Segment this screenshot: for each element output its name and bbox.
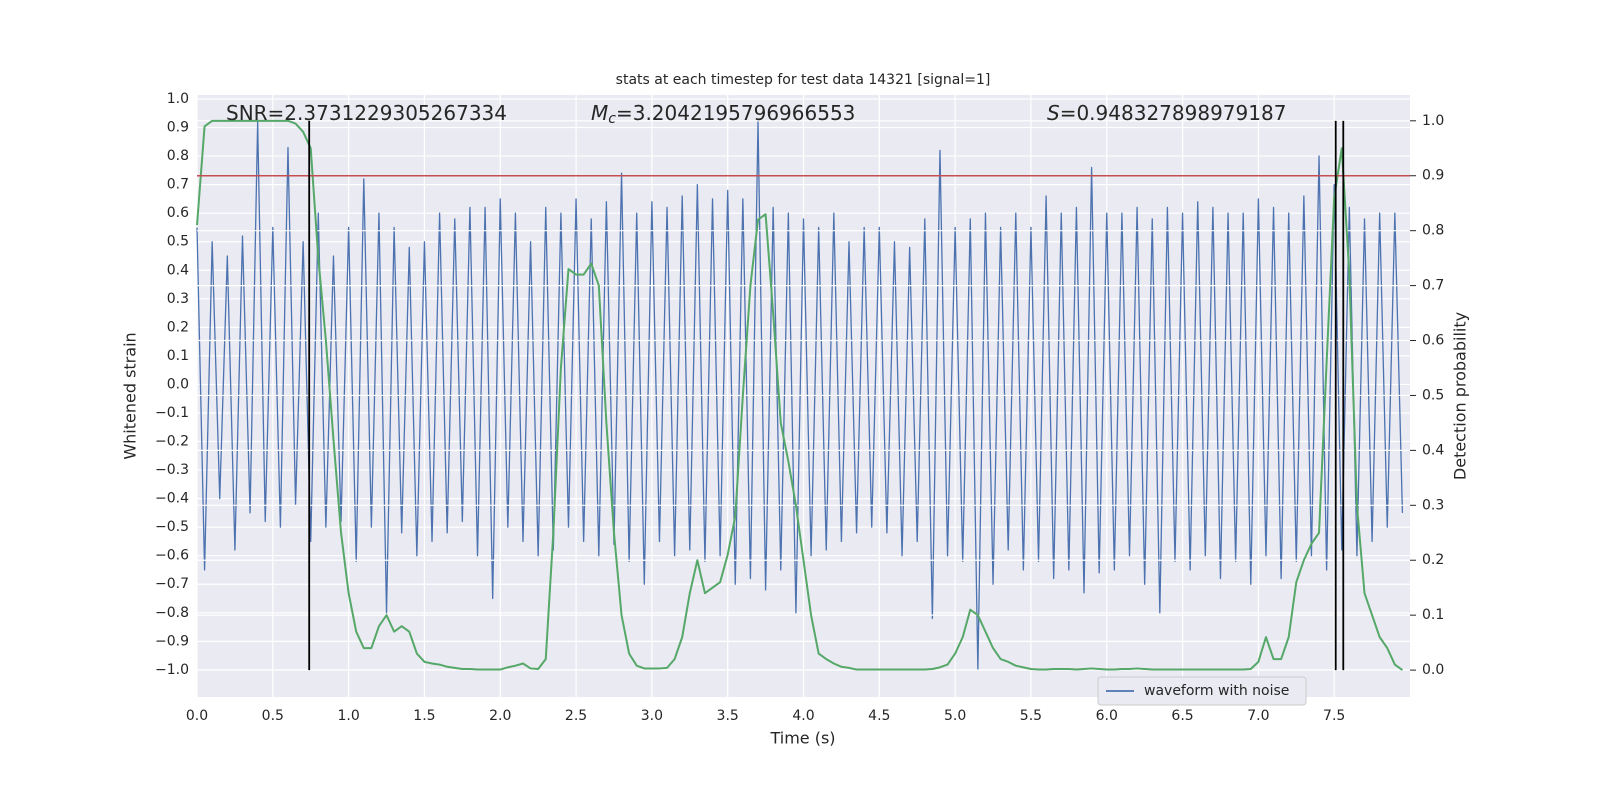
y-tick-label: 0.5: [167, 234, 189, 250]
y2-tick-label: 0.4: [1422, 442, 1444, 458]
y2-tick-label: 0.7: [1422, 278, 1444, 294]
x-tick-label: 4.5: [868, 708, 890, 724]
x-tick-label: 5.0: [944, 708, 966, 724]
x-tick-label: 1.0: [337, 708, 359, 724]
y-tick-label: 0.3: [167, 291, 189, 307]
x-tick-label: 2.5: [565, 708, 587, 724]
y-tick-label: −0.8: [155, 605, 189, 621]
y-tick-label: −0.6: [155, 548, 189, 564]
annotation: Mc=3.2042195796966553: [591, 101, 855, 128]
annotation: S=0.948327898979187: [1047, 101, 1286, 125]
annotation-text: =0.948327898979187: [1060, 101, 1287, 125]
annotation-symbol: S: [1047, 101, 1060, 125]
legend-label: waveform with noise: [1144, 683, 1289, 699]
y-tick-label: −0.9: [155, 633, 189, 649]
annotation-text: =3.2042195796966553: [616, 101, 855, 125]
y-tick-label: 0.0: [167, 376, 189, 392]
y-axis-label: Whitened strain: [121, 332, 140, 459]
x-tick-label: 3.5: [717, 708, 739, 724]
x-tick-label: 6.5: [1171, 708, 1193, 724]
y2-tick-label: 0.0: [1422, 662, 1444, 678]
x-tick-label: 1.5: [413, 708, 435, 724]
x-tick-label: 0.5: [262, 708, 284, 724]
x-tick-label: 7.5: [1323, 708, 1345, 724]
y2-tick-label: 0.5: [1422, 387, 1444, 403]
annotation-symbol: M: [591, 101, 608, 125]
x-tick-label: 5.5: [1020, 708, 1042, 724]
y-tick-label: 0.2: [167, 319, 189, 335]
y-tick-label: −0.2: [155, 434, 189, 450]
y-tick-label: −1.0: [155, 662, 189, 678]
y2-tick-label: 0.3: [1422, 497, 1444, 513]
x-axis-label: Time (s): [769, 729, 835, 748]
y-tick-label: 0.6: [167, 205, 189, 221]
y-tick-label: 0.4: [167, 262, 189, 278]
chart-title: stats at each timestep for test data 143…: [616, 72, 991, 88]
x-tick-label: 2.0: [489, 708, 511, 724]
y-tick-label: 0.7: [167, 177, 189, 193]
y-tick-label: −0.3: [155, 462, 189, 478]
annotation: SNR=2.3731229305267334: [226, 101, 507, 125]
x-tick-label: 4.0: [792, 708, 814, 724]
y-tick-label: 0.1: [167, 348, 189, 364]
series-line: [196, 119, 1404, 671]
y-tick-label: 1.0: [167, 91, 189, 107]
y2-tick-label: 0.1: [1422, 607, 1444, 623]
x-tick-label: 7.0: [1247, 708, 1269, 724]
y-tick-label: 0.8: [167, 148, 189, 164]
annotation-text: SNR=2.3731229305267334: [226, 101, 507, 125]
y-tick-label: −0.7: [155, 576, 189, 592]
y-tick-label: −0.1: [155, 405, 189, 421]
x-tick-label: 0.0: [186, 708, 208, 724]
x-tick-label: 6.0: [1096, 708, 1118, 724]
x-tick-label: 3.0: [641, 708, 663, 724]
y2-tick-label: 0.8: [1422, 223, 1444, 239]
y-tick-label: −0.4: [155, 491, 189, 507]
legend-box: [1097, 676, 1307, 706]
y2-tick-label: 0.9: [1422, 168, 1444, 184]
annotation-subscript: c: [608, 111, 616, 127]
y2-tick-label: 0.6: [1422, 333, 1444, 349]
series-line: [196, 121, 1404, 671]
y-tick-label: 0.9: [167, 120, 189, 136]
y-tick-label: −0.5: [155, 519, 189, 535]
y2-tick-label: 1.0: [1422, 113, 1444, 129]
y2-tick-label: 0.2: [1422, 552, 1444, 568]
y2-axis-label: Detection probability: [1451, 312, 1470, 480]
